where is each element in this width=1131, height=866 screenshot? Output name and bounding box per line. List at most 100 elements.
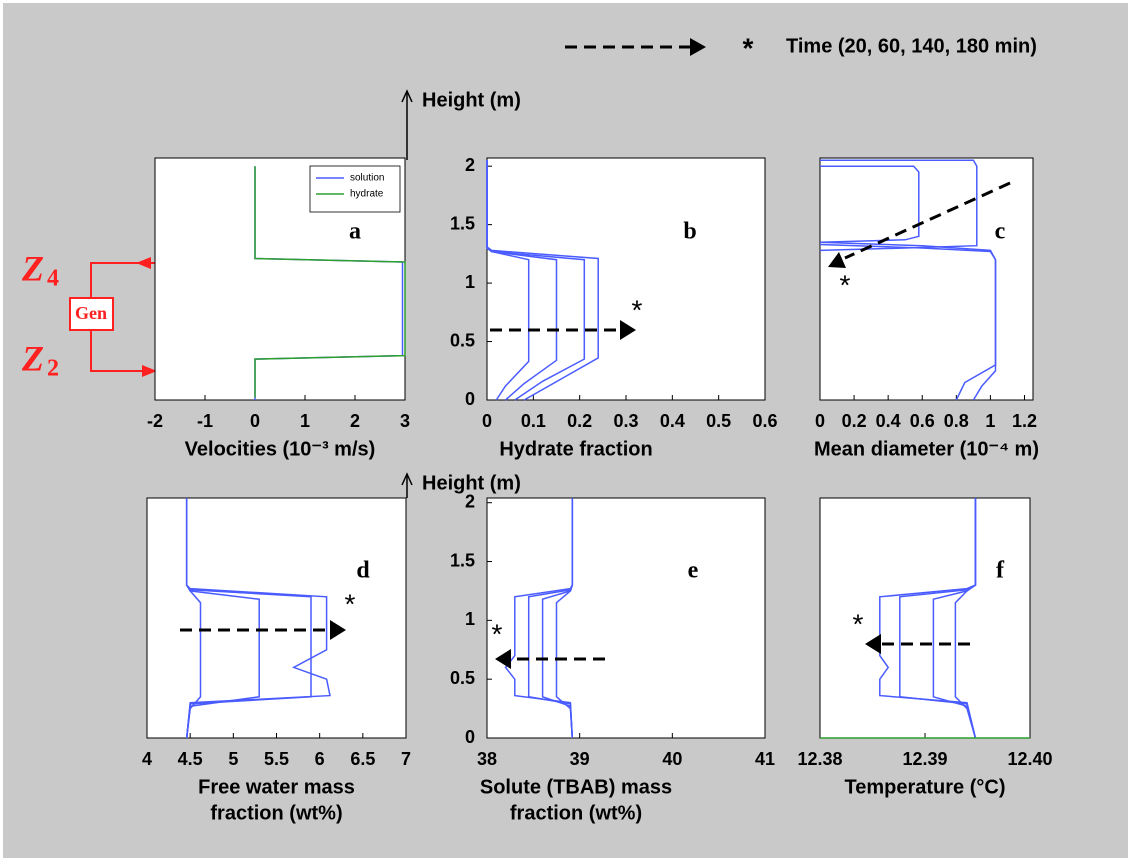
y-tick-label: 2	[465, 491, 475, 511]
profile-line	[819, 159, 978, 252]
x-tick-label: 41	[755, 749, 775, 769]
x-tick-label: 1	[985, 411, 995, 431]
z4-letter: Z	[21, 248, 44, 288]
x-axis-label: Hydrate fraction	[499, 438, 652, 460]
y-axis-label: Height (m)	[422, 89, 521, 111]
x-tick-label: 1.2	[1012, 411, 1037, 431]
plots: -2 -1 0 1 2 3 Velocities (10⁻³ m/s) solution hyd…	[142, 89, 1053, 824]
x-tick-label: 0.2	[842, 411, 867, 431]
x-tick-label: 12.38	[797, 749, 842, 769]
x-tick-label: 12.40	[1007, 749, 1052, 769]
x-tick-label: 3	[400, 411, 410, 431]
profile-line	[819, 165, 920, 243]
time-symbol: *	[840, 269, 851, 300]
x-tick-label: 1	[300, 411, 310, 431]
z2-letter: Z	[21, 338, 44, 378]
panel-letter: d	[356, 558, 370, 584]
x-axis-label: Free water mass	[198, 776, 355, 798]
y-tick-label: 0.5	[450, 668, 475, 688]
x-tick-label: 0.4	[876, 411, 901, 431]
y-tick-label: 1	[465, 272, 475, 292]
x-tick-label: 0.6	[910, 411, 935, 431]
time-arrow	[844, 181, 1011, 260]
x-tick-label: 0.6	[752, 411, 777, 431]
y-tick-label: 1.5	[450, 550, 475, 570]
x-tick-label: 12.39	[902, 749, 947, 769]
x-tick-label: 7	[401, 749, 411, 769]
panel-letter: b	[683, 219, 696, 245]
x-tick-label: 0.4	[660, 411, 685, 431]
arrow-head	[620, 320, 636, 340]
panel-letter: c	[995, 219, 1006, 245]
time-symbol: *	[492, 618, 503, 649]
x-tick-label: -1	[197, 411, 213, 431]
plot-area	[486, 157, 766, 401]
legend-label: hydrate	[350, 189, 384, 200]
profile-line	[254, 166, 406, 398]
x-tick-label: 6	[315, 749, 325, 769]
profile-line	[486, 160, 599, 401]
legend-label: solution	[350, 173, 384, 184]
x-tick-label: 0	[250, 411, 260, 431]
arrow-head	[401, 89, 413, 103]
profile-line	[555, 498, 574, 739]
gen-box	[69, 297, 114, 331]
x-tick-label: 4.5	[178, 749, 203, 769]
x-tick-label: 38	[477, 749, 497, 769]
x-tick-label: -2	[147, 411, 163, 431]
x-tick-label: 0	[815, 411, 825, 431]
panel-letter: a	[349, 219, 361, 245]
y-axis-label: Height (m)	[422, 472, 521, 494]
z2-index: 2	[47, 356, 59, 382]
arrow-head	[401, 472, 413, 486]
profile-line	[954, 498, 977, 739]
profile-line	[185, 498, 331, 739]
plot-area	[819, 157, 1034, 401]
x-tick-label: 0.2	[567, 411, 592, 431]
legend-box	[309, 165, 401, 213]
gen-label: Gen	[75, 303, 107, 323]
x-tick-label: 6.5	[350, 749, 375, 769]
plot-area	[819, 497, 1031, 739]
x-axis-label: Temperature (°C)	[845, 776, 1006, 798]
arrow-head	[865, 634, 881, 654]
panel-letter: e	[688, 558, 699, 584]
x-axis-label: fraction (wt%)	[510, 802, 642, 824]
x-tick-label: 40	[662, 749, 682, 769]
x-tick-label: 0.5	[706, 411, 731, 431]
arrow-head	[828, 252, 846, 268]
x-tick-label: 0.1	[521, 411, 546, 431]
x-axis-label: fraction (wt%)	[210, 802, 342, 824]
z4-index: 4	[47, 266, 59, 292]
x-axis-label: Mean diameter (10⁻⁴ m)	[814, 438, 1039, 460]
x-axis-label: Solute (TBAB) mass	[480, 776, 672, 798]
x-tick-label: 5.5	[264, 749, 289, 769]
y-tick-label: 0	[465, 389, 475, 409]
profile-line	[486, 160, 586, 401]
x-tick-label: 0.8	[944, 411, 969, 431]
profile-line	[819, 243, 997, 401]
arrow-head	[330, 620, 346, 640]
time-symbol: *	[743, 32, 754, 63]
y-tick-label: 1.5	[450, 213, 475, 233]
panel-letter: f	[996, 558, 1005, 584]
x-tick-label: 0.3	[613, 411, 638, 431]
x-tick-label: 2	[350, 411, 360, 431]
x-tick-label: 5	[228, 749, 238, 769]
x-axis-label: Velocities (10⁻³ m/s)	[185, 438, 376, 460]
plot-area	[146, 497, 407, 739]
z2-line	[90, 330, 155, 372]
x-tick-label: 39	[570, 749, 590, 769]
arrow-head	[495, 649, 511, 669]
y-tick-label: 0.5	[450, 330, 475, 350]
x-tick-label: 0	[482, 411, 492, 431]
arrow-head	[136, 257, 151, 269]
time-symbol: *	[632, 294, 643, 325]
time-legend: Time (20, 60, 140, 180 min)	[786, 35, 1037, 57]
y-tick-label: 2	[465, 155, 475, 175]
y-tick-label: 1	[465, 609, 475, 629]
time-symbol: *	[345, 588, 356, 619]
time-symbol: *	[853, 608, 864, 639]
arrow-head	[142, 365, 157, 377]
